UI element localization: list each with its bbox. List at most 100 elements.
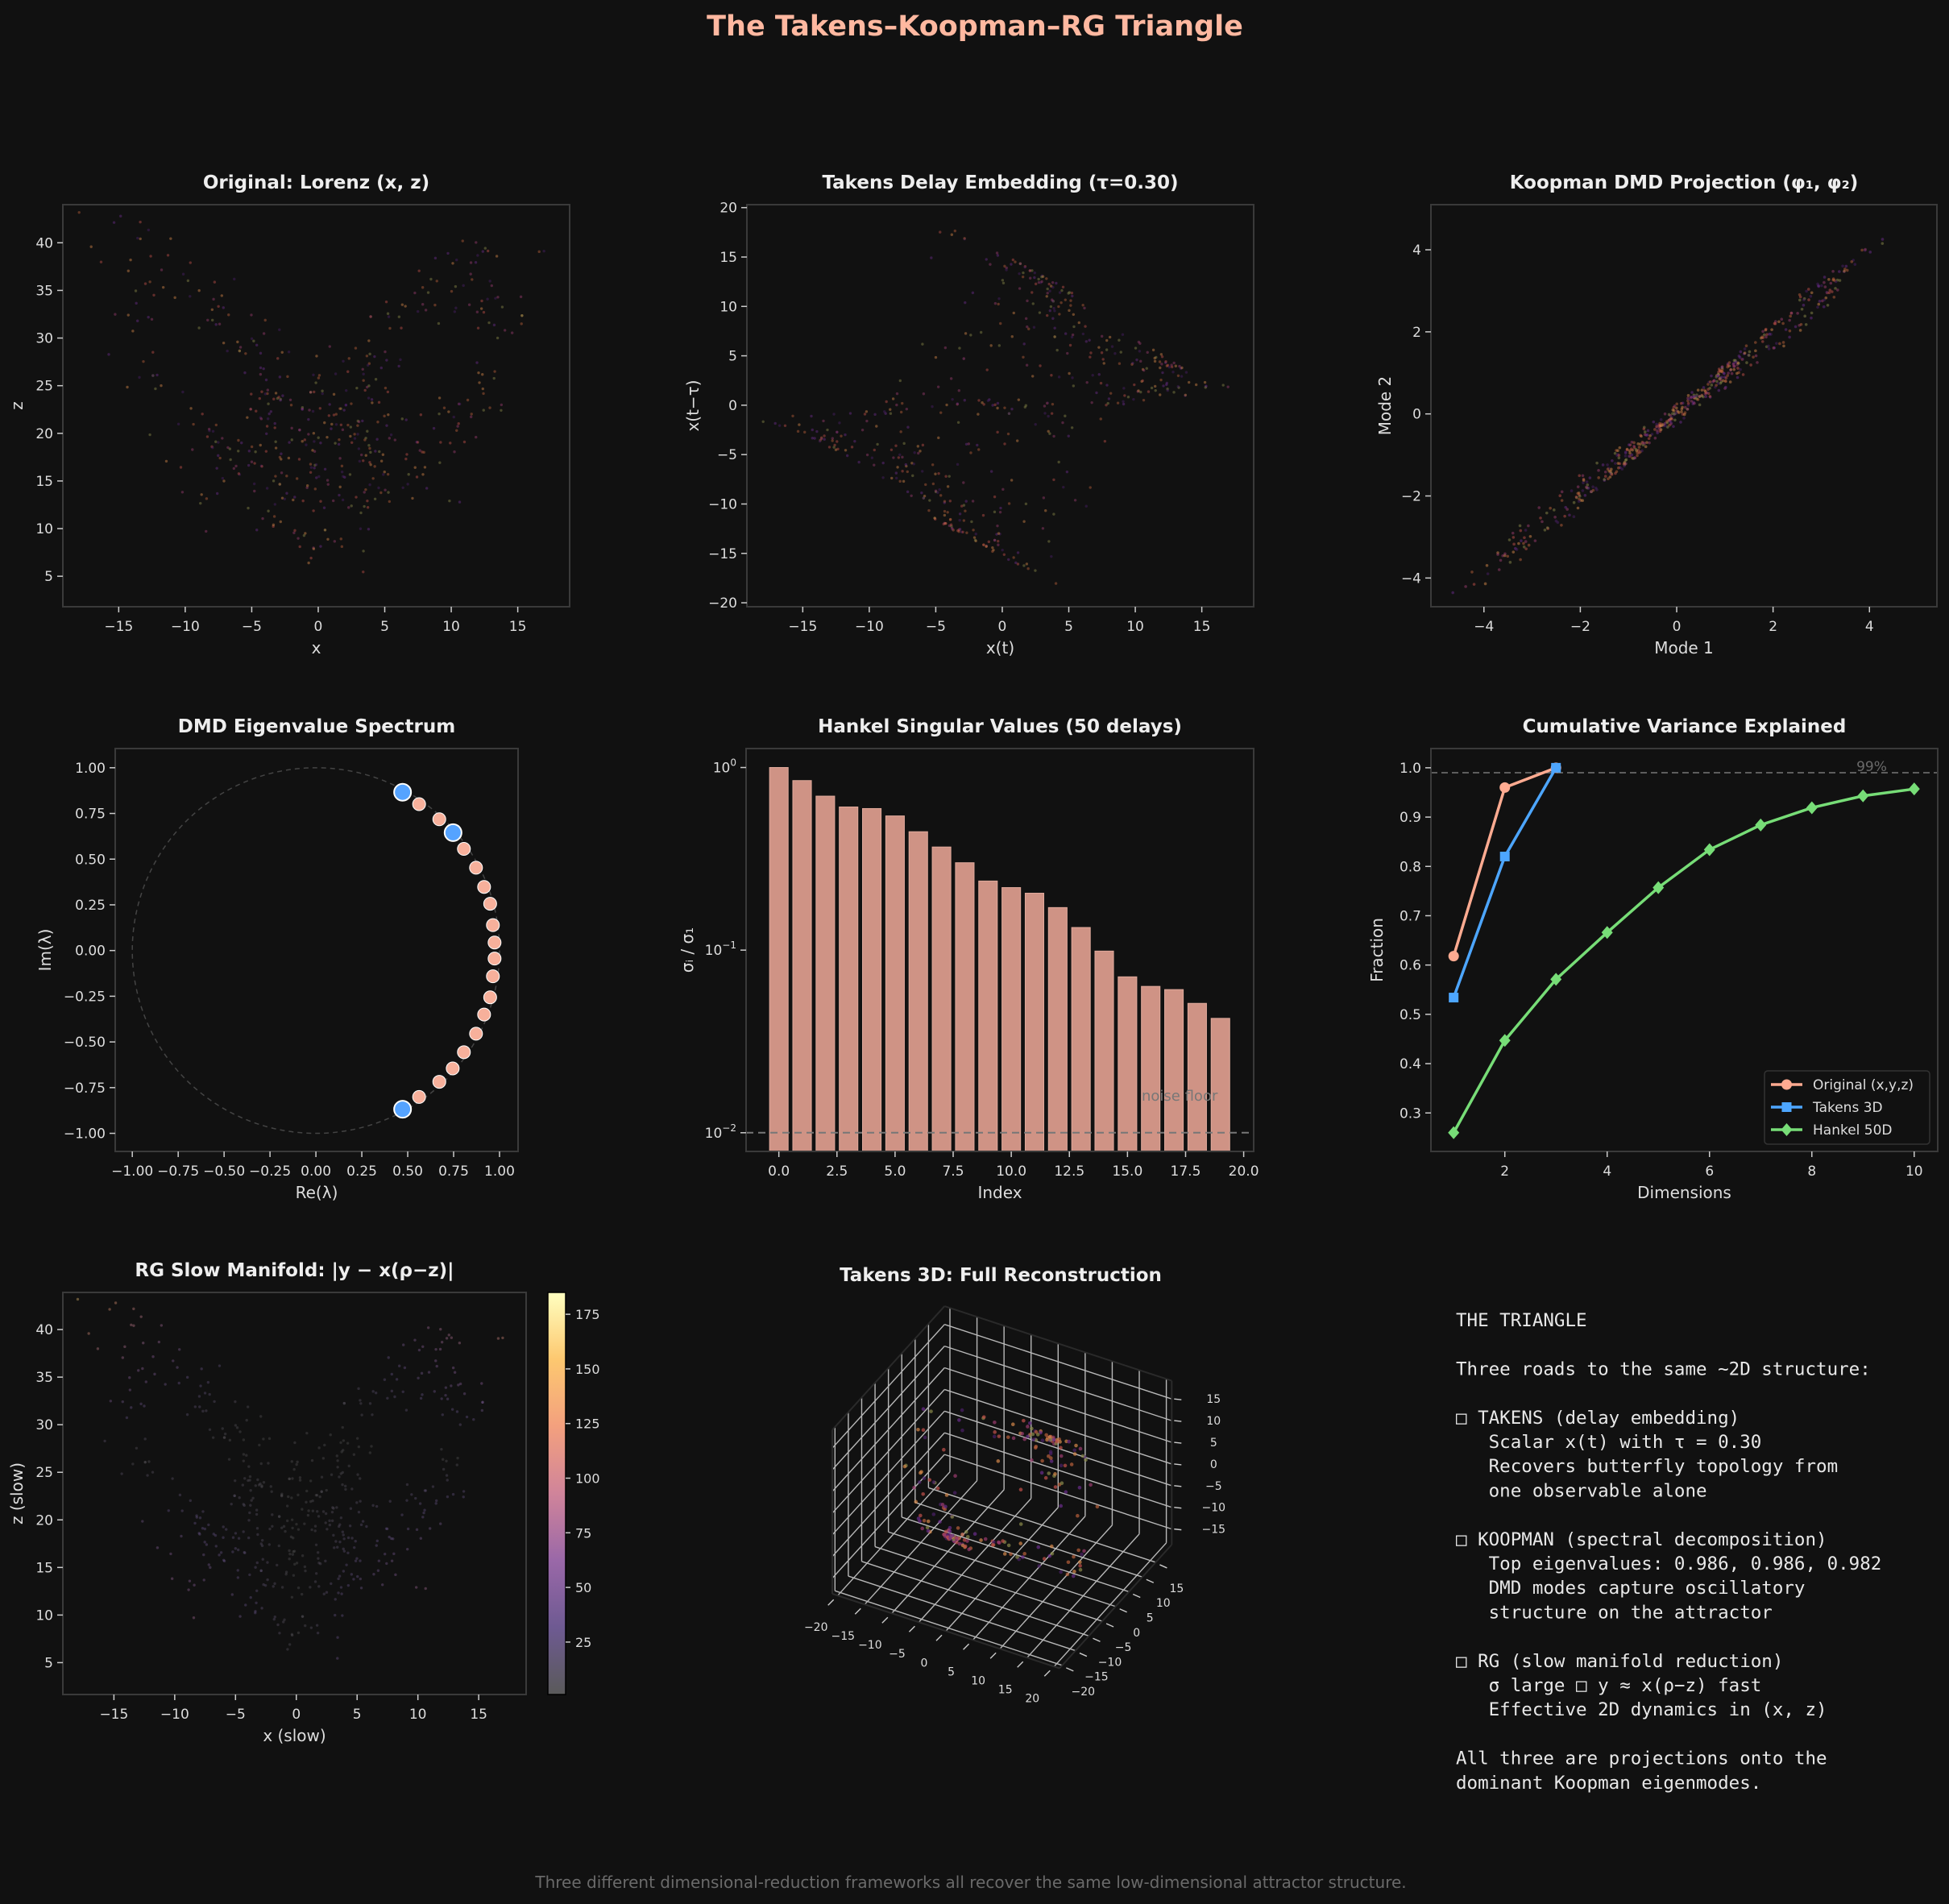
data-point (1832, 295, 1836, 299)
data-point (1058, 291, 1062, 294)
data-point (943, 346, 948, 350)
data-point (1679, 401, 1683, 405)
data-point (1166, 388, 1169, 391)
data-point (1747, 354, 1751, 357)
data-point (355, 386, 359, 390)
data-point (1063, 1463, 1068, 1468)
y-tick-label: 2 (1412, 325, 1421, 341)
y-tick (1066, 1667, 1074, 1672)
data-point (1868, 251, 1872, 254)
data-point (1089, 1483, 1093, 1487)
data-point (467, 303, 471, 306)
data-point (114, 1301, 118, 1305)
data-point (210, 318, 214, 322)
data-point (288, 398, 292, 401)
data-point (413, 1338, 417, 1342)
data-point (1030, 1458, 1034, 1462)
chart-lorenz: Original: Lorenz (x, z)−15 −10 −5 0 5 10 15510… (7, 172, 570, 657)
legend-swatch-marker (1781, 1079, 1792, 1090)
data-point (1681, 405, 1684, 409)
data-point (393, 438, 396, 442)
data-point (193, 1583, 196, 1587)
bar (885, 815, 905, 1152)
data-point (76, 1297, 80, 1301)
data-point (212, 297, 215, 301)
data-point (1022, 1552, 1026, 1556)
data-point (1053, 1485, 1058, 1489)
data-point (1109, 392, 1113, 395)
data-point (339, 1586, 343, 1589)
data-point (1860, 248, 1864, 252)
data-point (1620, 467, 1624, 471)
data-point (1816, 305, 1819, 309)
data-point (251, 1496, 255, 1500)
data-point (1067, 292, 1070, 295)
data-point (1850, 259, 1854, 263)
data-point (264, 378, 268, 382)
data-point (993, 403, 997, 407)
data-point (1017, 398, 1021, 401)
data-point (1752, 355, 1755, 359)
data-point (1606, 467, 1610, 471)
data-point (898, 453, 902, 457)
data-point (347, 357, 350, 360)
chart-title: Hankel Singular Values (50 delays) (818, 716, 1182, 737)
data-point (424, 309, 428, 312)
series-marker (1550, 973, 1562, 986)
data-point (1472, 583, 1476, 586)
grid-line (831, 1410, 945, 1536)
data-point (388, 500, 392, 504)
data-point (342, 1401, 346, 1405)
data-point (309, 471, 313, 474)
data-point (121, 1356, 125, 1359)
data-point (309, 556, 313, 560)
data-point (1077, 1485, 1082, 1490)
data-point (301, 408, 304, 411)
data-point (993, 301, 997, 305)
data-point (321, 392, 324, 396)
data-point (348, 473, 352, 476)
data-point (910, 494, 913, 497)
data-point (1824, 296, 1828, 300)
grid-line (848, 1575, 1076, 1652)
data-point (997, 297, 1001, 301)
data-point (1656, 429, 1659, 433)
data-point (271, 1513, 274, 1516)
data-point (969, 334, 972, 337)
data-point (386, 472, 390, 476)
data-point (1499, 558, 1503, 562)
data-point (944, 521, 948, 525)
data-point (151, 351, 155, 354)
data-point (147, 228, 151, 232)
data-point (1060, 288, 1064, 292)
data-point (1116, 401, 1120, 404)
data-point (293, 1562, 296, 1566)
data-point (1081, 332, 1085, 336)
z-tick-label: −5 (1205, 1480, 1222, 1493)
data-point (1690, 391, 1694, 394)
data-point (1018, 1487, 1023, 1491)
data-point (1050, 298, 1054, 301)
grid-line (928, 1487, 1156, 1563)
data-point (1089, 351, 1093, 355)
data-point (998, 510, 1002, 514)
data-point (495, 255, 499, 258)
data-point (1793, 325, 1798, 329)
data-point (1069, 304, 1072, 307)
data-point (953, 1474, 957, 1478)
data-point (1070, 426, 1074, 429)
data-point (457, 422, 460, 425)
x-tick-label: −5 (226, 1707, 246, 1723)
chart-hankel: Hankel Singular Values (50 delays)0.0 2.5… (678, 716, 1259, 1202)
data-point (1052, 478, 1055, 482)
data-point (250, 313, 253, 317)
data-point (188, 1579, 192, 1583)
data-point (309, 1626, 313, 1629)
y-tick-label: −5 (1115, 1641, 1132, 1654)
data-point (471, 278, 474, 281)
data-point (1730, 371, 1734, 375)
data-point (1643, 433, 1647, 437)
data-point (405, 1483, 409, 1487)
data-point (200, 1367, 203, 1371)
